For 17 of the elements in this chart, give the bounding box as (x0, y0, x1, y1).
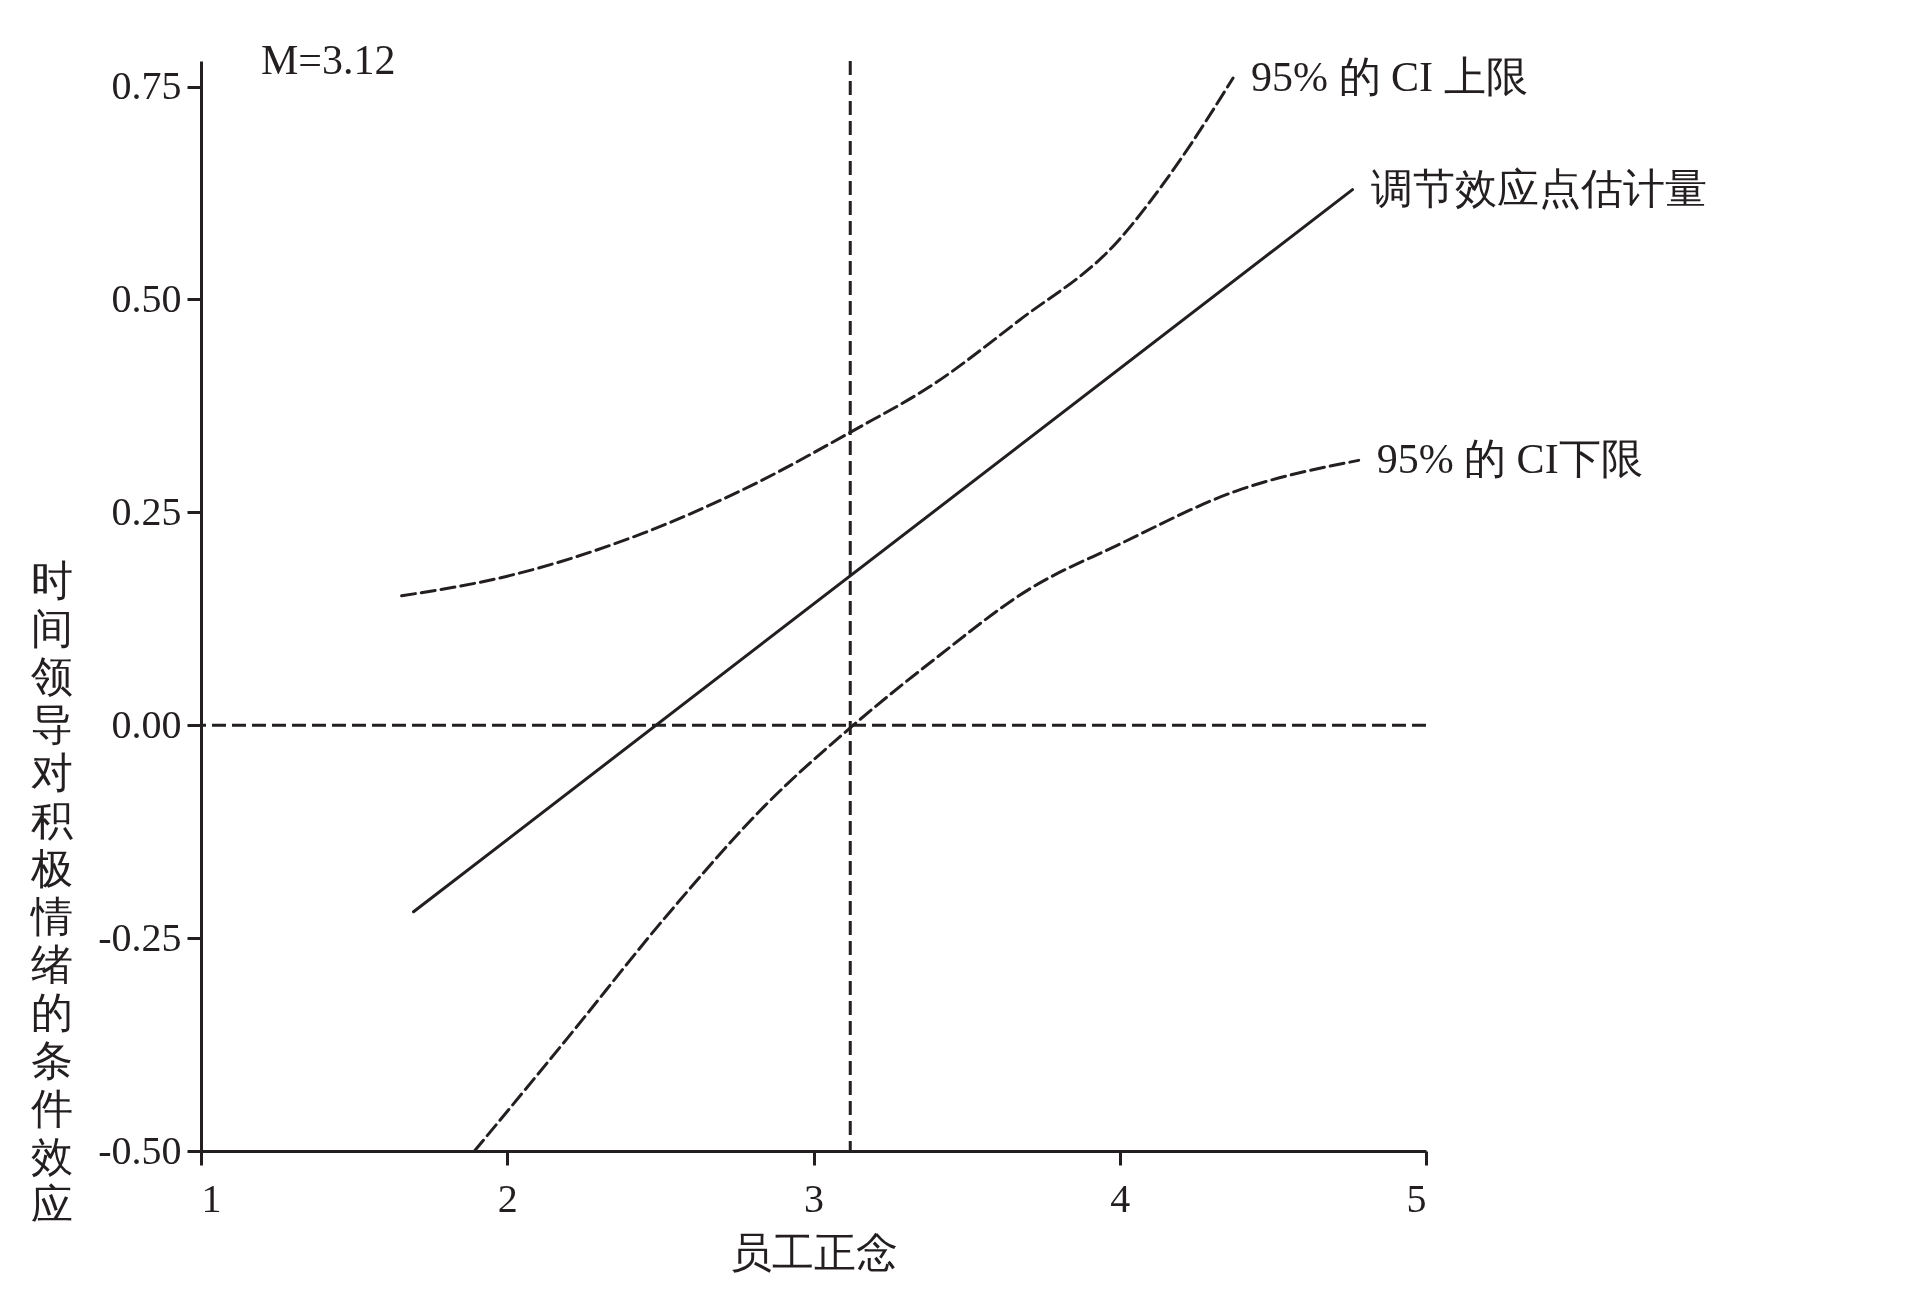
y-tick-label: 0.00 (111, 701, 182, 747)
x-tick-label: 2 (497, 1175, 518, 1221)
x-tick-label: 4 (1110, 1175, 1131, 1221)
y-tick-label: -0.25 (98, 914, 182, 960)
y-tick-label: -0.50 (98, 1127, 182, 1173)
text: 时间领导对积极情绪的条件效应 (30, 557, 73, 1228)
x-tick-label: 5 (1406, 1175, 1427, 1221)
x-axis-title: 员工正念 (730, 1229, 898, 1276)
series-label: 95% 的 CI 上限 (1251, 54, 1528, 101)
series-label: 调节效应点估计量 (1370, 165, 1707, 212)
x-tick-label: 1 (201, 1175, 222, 1221)
y-tick-label: 0.50 (111, 275, 182, 321)
x-tick-label: 3 (804, 1175, 824, 1221)
series-label: 95% 的 CI下限 (1376, 436, 1643, 483)
y-tick-label: 0.75 (111, 63, 182, 109)
annotation: M=3.12 (261, 37, 396, 83)
y-tick-label: 0.25 (111, 488, 182, 534)
